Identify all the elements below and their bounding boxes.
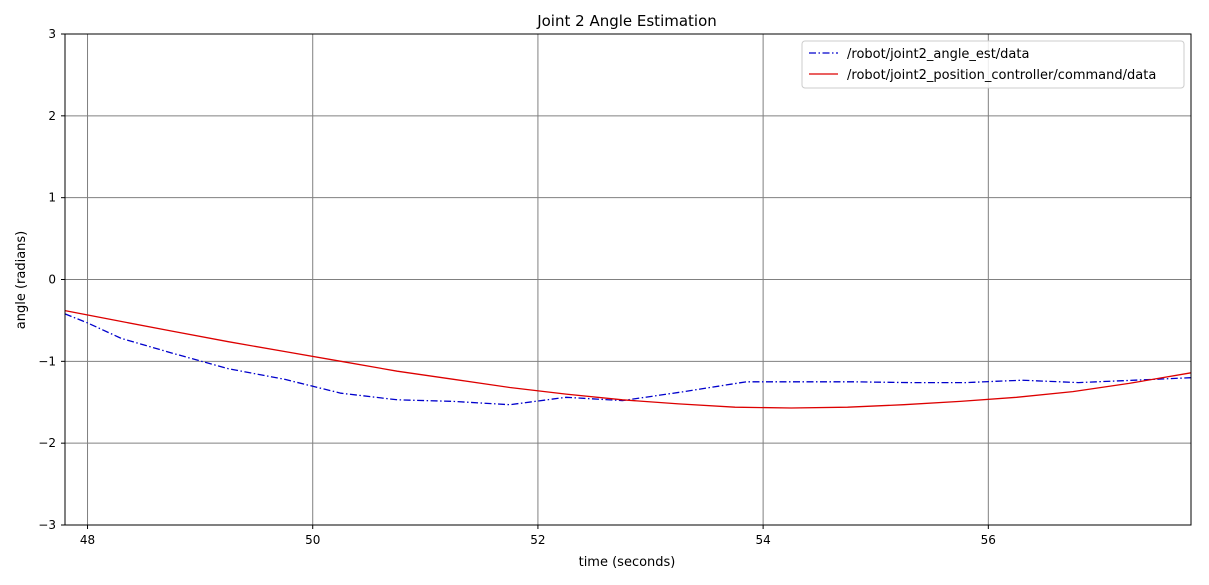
- y-tick-label: −3: [38, 518, 56, 532]
- legend-label-estimate: /robot/joint2_angle_est/data: [847, 47, 1029, 62]
- series-line-position-command: [64, 309, 1192, 409]
- chart-title: Joint 2 Angle Estimation: [536, 12, 717, 30]
- legend-box: [801, 40, 1185, 89]
- x-tick-label: 50: [305, 533, 320, 547]
- axis-ticks: −3 −2 −1 0 1 2 3 48 50 52 54 56: [38, 27, 996, 547]
- series-lines: [64, 309, 1192, 409]
- y-tick-label: 3: [48, 27, 56, 41]
- x-tick-label: 54: [755, 533, 770, 547]
- y-tick-label: −1: [38, 354, 56, 368]
- legend: /robot/joint2_angle_est/data /robot/join…: [801, 40, 1185, 89]
- y-tick-label: −2: [38, 436, 56, 450]
- grid-lines: [65, 33, 1191, 526]
- y-tick-label: 1: [48, 191, 56, 205]
- x-axis-label: time (seconds): [579, 555, 676, 570]
- x-tick-label: 52: [530, 533, 545, 547]
- x-tick-label: 56: [981, 533, 996, 547]
- y-axis-label: angle (radians): [14, 231, 29, 330]
- y-tick-label: 0: [48, 273, 56, 287]
- x-tick-label: 48: [80, 533, 95, 547]
- legend-label-command: /robot/joint2_position_controller/comman…: [847, 68, 1156, 83]
- y-tick-label: 2: [48, 109, 56, 123]
- series-line-angle-estimate: [64, 313, 1192, 406]
